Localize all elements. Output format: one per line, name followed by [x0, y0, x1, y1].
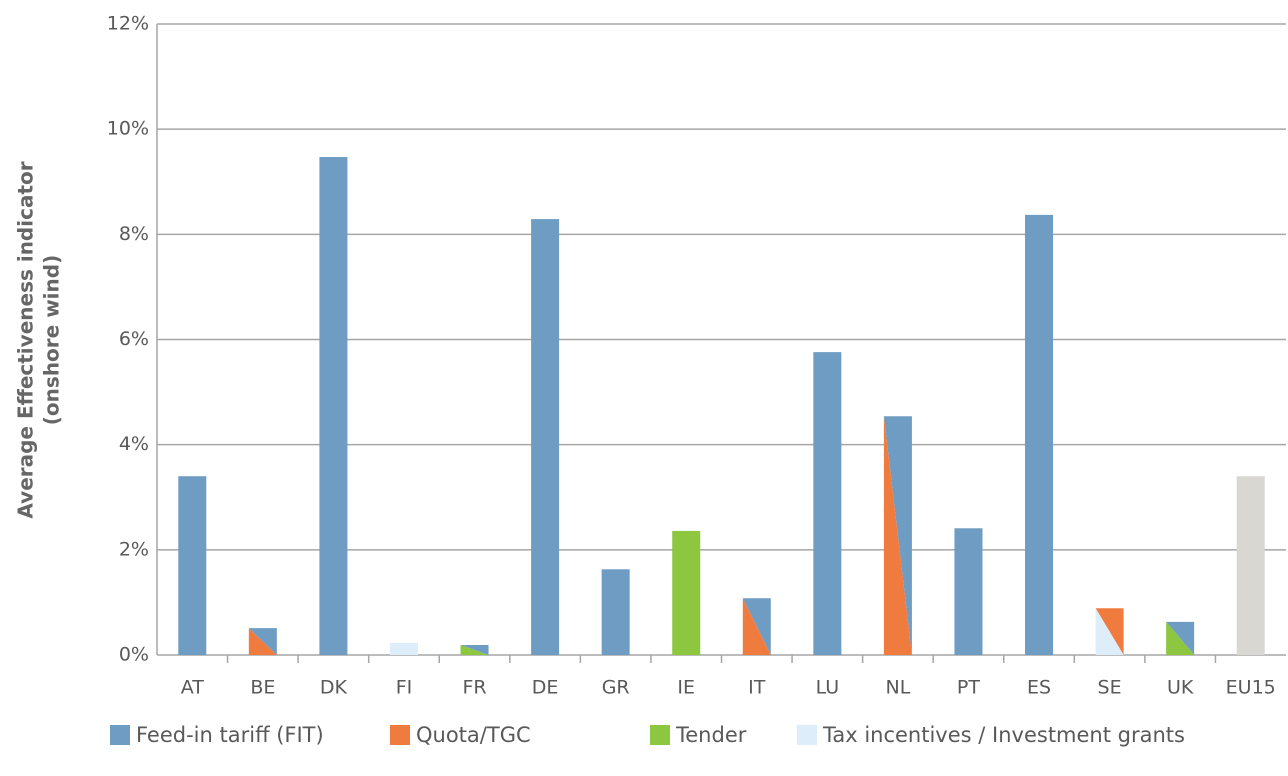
x-tick-label: GR [602, 677, 630, 699]
legend-label: Quota/TGC [416, 723, 531, 747]
x-tick-label: ES [1027, 677, 1051, 699]
y-tick-label: 6% [119, 328, 149, 350]
bar [601, 569, 630, 655]
bar-part [742, 598, 771, 655]
y-tick-label: 4% [119, 433, 149, 455]
y-axis-title-line: Average Effectiveness indicator [14, 161, 38, 518]
bar-part [248, 628, 277, 655]
legend-label: Feed-in tariff (FIT) [136, 723, 324, 747]
bar-part [460, 645, 489, 655]
bar [389, 642, 418, 655]
bar [1025, 214, 1054, 655]
x-tick-label: BE [250, 677, 275, 699]
bar-part [1166, 621, 1195, 655]
x-tick-label: EU15 [1226, 677, 1276, 699]
legend-label: Tax incentives / Investment grants [822, 723, 1185, 747]
y-tick-label: 0% [119, 644, 149, 666]
bar-part [1095, 608, 1124, 655]
x-tick-label: IT [748, 677, 766, 699]
legend-swatch [797, 725, 817, 745]
x-tick-label: AT [181, 677, 205, 699]
bar [1236, 476, 1265, 655]
bar-part [883, 416, 912, 655]
bar [813, 352, 842, 655]
bar [954, 528, 983, 655]
x-tick-label: DK [320, 677, 348, 699]
x-tick-label: SE [1098, 677, 1122, 699]
legend-swatch [110, 725, 130, 745]
bar [531, 219, 560, 655]
y-axis-title-line: (onshore wind) [40, 255, 64, 425]
y-tick-label: 8% [119, 223, 149, 245]
x-tick-label: DE [532, 677, 559, 699]
bar [672, 530, 701, 655]
legend-swatch [650, 725, 670, 745]
x-tick-label: LU [816, 677, 840, 699]
x-tick-label: FI [396, 677, 413, 699]
legend-label: Tender [675, 723, 747, 747]
bar-part [883, 416, 912, 655]
y-axis-title: Average Effectiveness indicator (onshore… [14, 161, 64, 518]
bar-part [742, 598, 771, 655]
x-tick-label: FR [462, 677, 486, 699]
x-tick-label: PT [957, 677, 980, 699]
y-tick-label: 10% [107, 118, 149, 140]
x-tick-label: NL [886, 677, 911, 699]
x-tick-label: IE [677, 677, 695, 699]
x-tick-label: UK [1167, 677, 1194, 699]
bar [178, 476, 207, 655]
bar-part [1166, 621, 1195, 655]
y-tick-label: 2% [119, 538, 149, 560]
y-tick-label: 12% [107, 13, 149, 35]
bar [319, 157, 348, 655]
legend-swatch [390, 725, 410, 745]
